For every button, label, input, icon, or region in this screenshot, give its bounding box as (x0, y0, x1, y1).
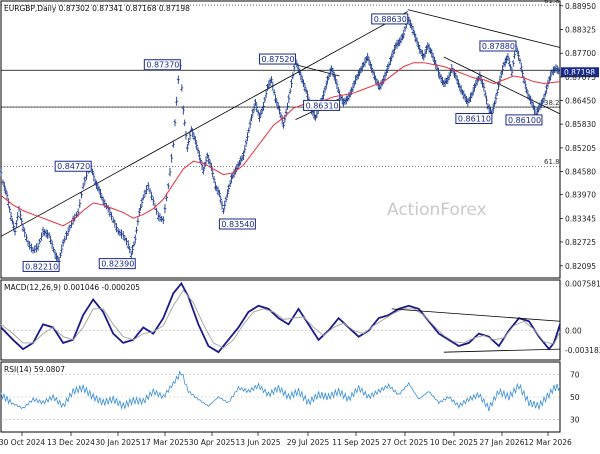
x-tick-label: 12 Mar 2026 (524, 438, 572, 447)
macd-title: MACD(12,26,9) 0.001046 -0.000205 (4, 283, 140, 292)
x-tick-label: 13 Dec 2024 (47, 438, 95, 447)
level-label-box-8 (218, 218, 256, 230)
x-tick-label: 11 Sep 2025 (332, 438, 380, 447)
price-tick-label: 0.87075 (565, 73, 596, 82)
price-tick-label: 0.82725 (565, 238, 596, 247)
x-tick-label: 13 Jun 2025 (235, 438, 280, 447)
price-trendline-1 (407, 9, 561, 48)
macd-tick-label: 0.007581 (565, 280, 600, 289)
price-tick-label: 0.84580 (565, 168, 596, 177)
price-panel (0, 0, 561, 279)
rsi-tick-label: 70 (570, 370, 580, 379)
x-tick-label: 29 Jul 2025 (287, 438, 330, 447)
price-tick-label: 0.88950 (565, 2, 596, 11)
level-label-box-10 (22, 260, 60, 272)
fib-label-1: 38.2 (544, 99, 560, 107)
level-label-6: 0.86100 (508, 116, 541, 125)
price-tick-label: 0.83345 (565, 214, 596, 223)
price-tick-label: 0.87700 (565, 49, 596, 58)
fib-label-0: 61.8 (544, 0, 560, 5)
level-label-2: 0.87520 (262, 55, 295, 64)
price-title: EURGBP,Daily 0.87302 0.87341 0.87168 0.8… (4, 4, 190, 13)
x-tick-label: 10 Dec 2025 (430, 438, 478, 447)
rsi-line (0, 370, 561, 412)
level-label-box-0 (371, 13, 409, 25)
moving-average-line (0, 62, 561, 227)
level-label-3: 0.87370 (146, 61, 179, 70)
price-plot: 61.8 38.2 61.8 0.88630 0.87880 0.87520 0.87370… (0, 0, 561, 272)
macd-tick-label: -0.003183 (565, 346, 600, 355)
x-tick-label: 30 Jan 2025 (96, 438, 141, 447)
level-label-8: 0.83540 (221, 220, 254, 229)
level-label-box-7 (54, 160, 92, 172)
fib-label-2: 61.8 (544, 158, 560, 166)
level-label-box-9 (98, 258, 136, 270)
level-label-7: 0.84720 (57, 162, 90, 171)
rsi-tick-label: 30 (570, 416, 580, 425)
macd-plot (0, 281, 561, 354)
macd-trendline-1 (443, 348, 561, 353)
rsi-title: RSI(14) 59.0807 (4, 365, 65, 374)
price-tick-label: 0.85830 (565, 120, 596, 129)
level-label-box-1 (479, 40, 517, 52)
level-label-box-6 (505, 114, 543, 126)
level-label-box-2 (259, 53, 297, 65)
level-label-1: 0.87880 (482, 42, 515, 51)
x-tick-label: 27 Oct 2025 (382, 438, 429, 447)
level-label-box-3 (143, 59, 181, 71)
last-price-box (561, 67, 599, 78)
rsi-tick-label: 50 (570, 393, 580, 402)
level-label-box-5 (455, 113, 493, 125)
level-label-9: 0.82390 (101, 260, 134, 269)
level-label-4: 0.86310 (306, 101, 339, 110)
x-tick-label: 30 Oct 2024 (0, 438, 45, 447)
price-trendline-3 (295, 64, 340, 77)
rsi-plot (0, 370, 561, 420)
price-trendline-2 (443, 56, 561, 115)
level-label-0: 0.88630 (374, 15, 407, 24)
level-label-box-4 (303, 99, 341, 111)
macd-tick-label: 0.00 (565, 327, 582, 336)
macd-series-signal (0, 289, 561, 349)
price-tick-label: 0.88325 (565, 26, 596, 35)
macd-trendline-0 (391, 308, 561, 322)
price-tick-label: 0.85205 (565, 144, 596, 153)
level-label-5: 0.86110 (458, 115, 491, 124)
last-price-label: 0.87198 (564, 68, 595, 77)
level-label-10: 0.82210 (25, 262, 58, 271)
price-tick-label: 0.83970 (565, 191, 596, 200)
watermark: ActionForex (387, 200, 487, 220)
price-trendline-0 (0, 11, 408, 237)
x-tick-label: 30 Apr 2025 (189, 438, 236, 447)
price-tick-label: 0.82095 (565, 262, 596, 271)
price-tick-label: 0.86450 (565, 97, 596, 106)
x-tick-label: 17 Mar 2025 (141, 438, 189, 447)
x-tick-label: 27 Jan 2026 (480, 438, 525, 447)
